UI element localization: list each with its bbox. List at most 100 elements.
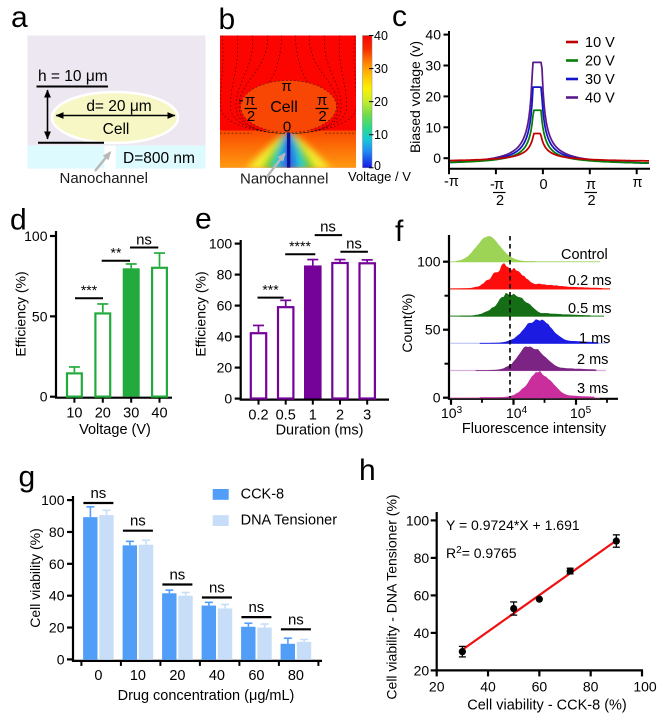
svg-text:100: 100 [209, 236, 233, 252]
svg-text:60: 60 [248, 668, 264, 684]
svg-text:10: 10 [374, 128, 388, 142]
svg-text:ns: ns [346, 236, 362, 253]
svg-text:40 V: 40 V [585, 91, 615, 107]
svg-text:0.2: 0.2 [248, 408, 268, 424]
svg-text:80: 80 [414, 550, 430, 566]
svg-text:20: 20 [95, 406, 111, 422]
svg-text:80: 80 [288, 668, 304, 684]
svg-text:100: 100 [633, 679, 657, 695]
svg-text:40: 40 [414, 625, 430, 641]
svg-text:ns: ns [248, 599, 264, 616]
svg-text:π: π [317, 92, 327, 109]
svg-text:10: 10 [425, 119, 441, 135]
svg-text:100: 100 [417, 254, 441, 270]
svg-text:Nanochannel: Nanochannel [240, 171, 328, 188]
svg-text:R2= 0.9765: R2= 0.9765 [446, 545, 517, 561]
svg-text:b: b [219, 3, 236, 36]
svg-text:20: 20 [429, 679, 445, 695]
svg-text:1: 1 [309, 408, 317, 424]
svg-text:e: e [195, 203, 212, 236]
svg-text:10: 10 [130, 668, 146, 684]
svg-text:60: 60 [49, 556, 65, 572]
svg-text:60: 60 [414, 587, 430, 603]
svg-text:2: 2 [336, 408, 344, 424]
svg-text:40: 40 [209, 668, 225, 684]
svg-text:40: 40 [480, 679, 496, 695]
svg-text:CCK-8: CCK-8 [241, 486, 285, 502]
svg-text:-π: -π [444, 174, 459, 190]
svg-text:ns: ns [136, 232, 152, 249]
svg-text:π: π [586, 177, 596, 193]
svg-text:30: 30 [374, 62, 388, 76]
svg-text:Efficiency (%): Efficiency (%) [193, 271, 209, 356]
svg-text:2: 2 [496, 193, 504, 209]
svg-text:0: 0 [40, 389, 48, 405]
svg-text:40: 40 [151, 406, 167, 422]
svg-text:1 ms: 1 ms [579, 331, 610, 347]
svg-text:Cell: Cell [103, 121, 130, 138]
svg-text:20: 20 [425, 88, 441, 104]
svg-text:Biased voltage (v): Biased voltage (v) [407, 41, 423, 153]
svg-text:3 ms: 3 ms [577, 381, 608, 397]
svg-text:30: 30 [425, 58, 441, 74]
svg-text:d: d [10, 204, 27, 237]
svg-text:π: π [632, 175, 642, 191]
svg-text:0: 0 [539, 177, 547, 193]
svg-text:Voltage (V): Voltage (V) [79, 422, 151, 438]
svg-text:40: 40 [374, 29, 388, 43]
svg-text:g: g [19, 461, 36, 494]
svg-text:2: 2 [587, 193, 595, 209]
svg-text:Drug concentration (μg/mL): Drug concentration (μg/mL) [118, 688, 295, 704]
svg-text:ns: ns [169, 567, 185, 584]
svg-text:Cell: Cell [270, 99, 298, 116]
svg-text:Fluorescence intensity: Fluorescence intensity [462, 421, 607, 437]
svg-text:20: 20 [414, 662, 430, 678]
svg-text:0: 0 [57, 651, 65, 667]
svg-text:Efficiency (%): Efficiency (%) [13, 271, 29, 356]
svg-text:20: 20 [169, 668, 185, 684]
svg-text:h: h [359, 454, 376, 487]
svg-text:DNA Tensioner: DNA Tensioner [241, 513, 338, 529]
svg-text:Duration (ms): Duration (ms) [276, 423, 364, 439]
svg-text:π: π [281, 78, 291, 95]
svg-text:****: **** [289, 238, 311, 254]
svg-text:20: 20 [374, 95, 388, 109]
svg-text:80: 80 [583, 679, 599, 695]
svg-text:0: 0 [224, 391, 232, 407]
svg-text:2: 2 [318, 108, 326, 125]
svg-text:0: 0 [94, 668, 102, 684]
svg-text:0.2 ms: 0.2 ms [568, 273, 612, 289]
svg-text:-: - [490, 177, 495, 193]
svg-text:Cell viability (%): Cell viability (%) [27, 528, 43, 628]
svg-text:h = 10 μm: h = 10 μm [38, 68, 108, 85]
svg-text:50: 50 [32, 308, 48, 324]
svg-text:2: 2 [247, 108, 255, 125]
svg-text:40: 40 [425, 27, 441, 43]
svg-text:Control: Control [561, 247, 608, 263]
svg-text:3: 3 [363, 408, 371, 424]
svg-text:ns: ns [288, 611, 304, 628]
svg-text:20: 20 [217, 360, 233, 376]
svg-text:0.5 ms: 0.5 ms [568, 301, 612, 317]
svg-text:c: c [392, 0, 407, 33]
svg-text:10: 10 [66, 406, 82, 422]
svg-text:***: *** [262, 282, 279, 298]
svg-text:100: 100 [406, 512, 430, 528]
svg-text:20: 20 [49, 620, 65, 636]
svg-text:2 ms: 2 ms [577, 352, 608, 368]
svg-text:0: 0 [433, 390, 441, 406]
svg-text:-: - [239, 92, 244, 109]
svg-text:100: 100 [24, 228, 48, 244]
svg-text:ns: ns [209, 580, 225, 597]
svg-text:π: π [494, 177, 504, 193]
svg-text:Y = 0.9724*X + 1.691: Y = 0.9724*X + 1.691 [446, 517, 580, 533]
svg-text:D=800 nm: D=800 nm [123, 150, 195, 167]
svg-text:**: ** [111, 245, 122, 261]
svg-text:Cell viability - DNA Tensioner: Cell viability - DNA Tensioner (%) [384, 494, 400, 699]
svg-text:0.5: 0.5 [276, 408, 296, 424]
svg-text:60: 60 [217, 298, 233, 314]
svg-text:80: 80 [217, 267, 233, 283]
svg-text:0: 0 [374, 159, 381, 173]
svg-text:80: 80 [49, 524, 65, 540]
svg-text:60: 60 [532, 679, 548, 695]
